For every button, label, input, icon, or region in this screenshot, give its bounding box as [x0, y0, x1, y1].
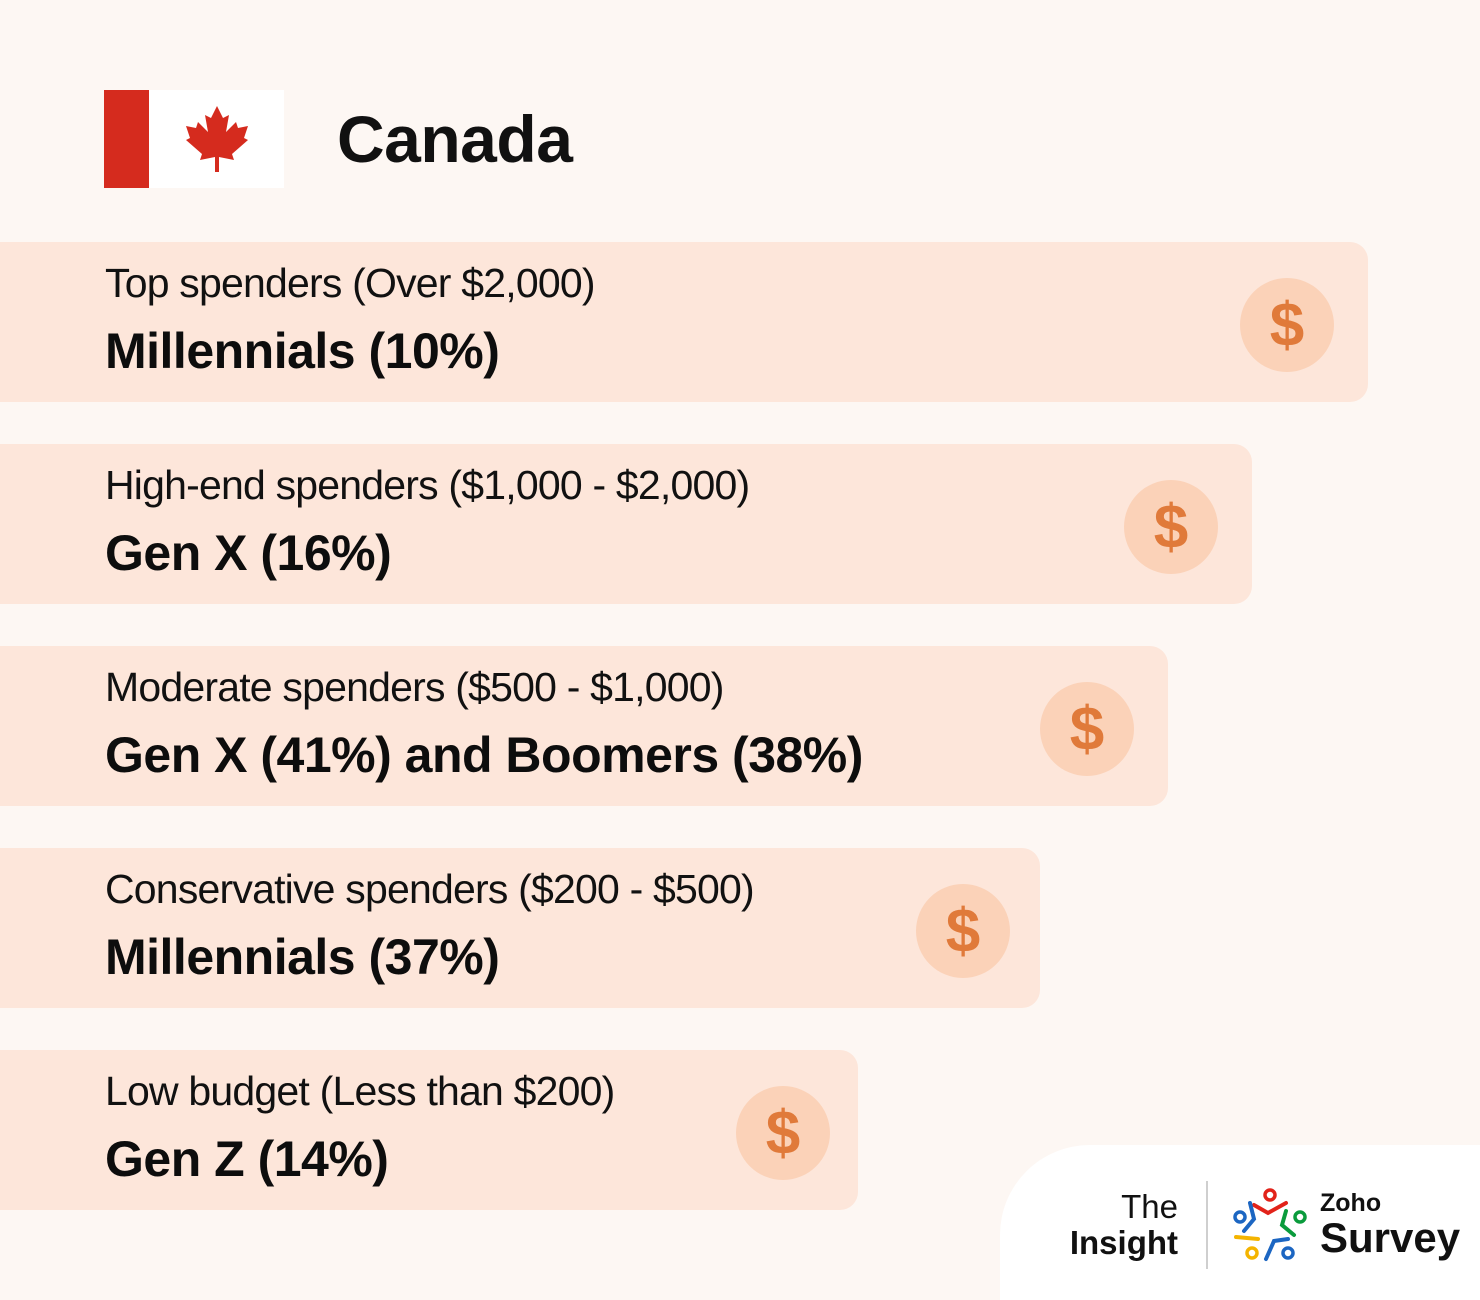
the-insight-logo: The Insight [1069, 1188, 1178, 1261]
card-label: Low budget (Less than $200) [105, 1068, 615, 1114]
spender-card-moderate: Moderate spenders ($500 - $1,000) Gen X … [0, 646, 1168, 806]
dollar-coin-icon: $ [1240, 278, 1334, 372]
page-title: Canada [337, 102, 573, 176]
card-value: Gen X (41%) and Boomers (38%) [105, 727, 863, 783]
footer-divider [1206, 1181, 1208, 1269]
card-value: Millennials (10%) [105, 323, 500, 379]
card-label: High-end spenders ($1,000 - $2,000) [105, 462, 750, 508]
spender-card-high-end: High-end spenders ($1,000 - $2,000) Gen … [0, 444, 1252, 604]
card-label: Moderate spenders ($500 - $1,000) [105, 664, 724, 710]
canada-flag-icon [104, 90, 284, 188]
dollar-coin-icon: $ [1040, 682, 1134, 776]
card-label: Conservative spenders ($200 - $500) [105, 866, 755, 912]
dollar-coin-icon: $ [916, 884, 1010, 978]
spender-card-top: Top spenders (Over $2,000) Millennials (… [0, 242, 1368, 402]
footer-branding: The Insight Zoho Survey [1060, 1180, 1460, 1270]
spender-card-conservative: Conservative spenders ($200 - $500) Mill… [0, 848, 1040, 1008]
card-label: Top spenders (Over $2,000) [105, 260, 596, 306]
card-value: Millennials (37%) [105, 929, 500, 985]
header: Canada [104, 90, 573, 188]
card-value: Gen Z (14%) [105, 1131, 389, 1187]
maple-leaf-icon [185, 106, 248, 172]
spender-card-low-budget: Low budget (Less than $200) Gen Z (14%) … [0, 1050, 858, 1210]
card-value: Gen X (16%) [105, 525, 392, 581]
zoho-survey-logo-icon [1233, 1188, 1307, 1261]
zoho-survey-wordmark: Zoho Survey [1320, 1189, 1461, 1261]
dollar-coin-icon: $ [736, 1086, 830, 1180]
dollar-coin-icon: $ [1124, 480, 1218, 574]
